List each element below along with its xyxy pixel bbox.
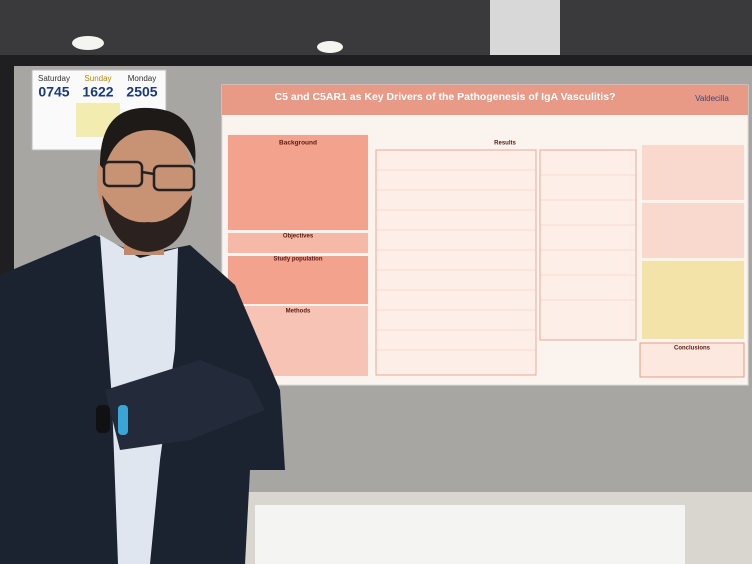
conclusion-box bbox=[639, 342, 745, 378]
glasses bbox=[102, 160, 196, 192]
section-box bbox=[228, 233, 368, 253]
section-heading: Background bbox=[279, 140, 317, 147]
section-heading: Objectives bbox=[283, 234, 314, 240]
figure-box bbox=[642, 203, 744, 258]
day: Monday bbox=[128, 74, 156, 83]
arms bbox=[105, 360, 265, 450]
hair bbox=[100, 107, 196, 170]
beard bbox=[102, 195, 192, 252]
face bbox=[97, 118, 193, 242]
poster-header bbox=[222, 85, 748, 115]
wristband bbox=[118, 405, 128, 435]
watch bbox=[96, 405, 110, 433]
count: 0745 bbox=[38, 84, 69, 100]
sign-days: Saturday 0745 Sunday 1622 Monday 2505 bbox=[38, 74, 158, 100]
light bbox=[72, 36, 104, 50]
poster-title: C5 and C5AR1 as Key Drivers of the Patho… bbox=[275, 91, 616, 103]
section-heading: Results bbox=[494, 141, 516, 147]
figure-box bbox=[642, 145, 744, 200]
table bbox=[255, 505, 685, 564]
day: Saturday bbox=[38, 74, 70, 83]
section-box bbox=[228, 256, 368, 304]
ceiling bbox=[0, 0, 752, 60]
results-table bbox=[539, 149, 637, 341]
section-box bbox=[228, 135, 368, 230]
day: Sunday bbox=[84, 74, 111, 83]
figure-box bbox=[642, 261, 744, 339]
table-rules bbox=[376, 169, 636, 351]
section-heading: Methods bbox=[286, 309, 311, 315]
pillar bbox=[490, 0, 560, 60]
section-heading: Study population bbox=[274, 257, 323, 263]
count: 1622 bbox=[82, 84, 113, 100]
poster-logo: Valdecilla bbox=[695, 94, 729, 103]
light bbox=[317, 41, 343, 53]
section-heading: Conclusions bbox=[674, 346, 711, 352]
count: 2505 bbox=[126, 84, 157, 100]
results-table bbox=[375, 149, 537, 376]
